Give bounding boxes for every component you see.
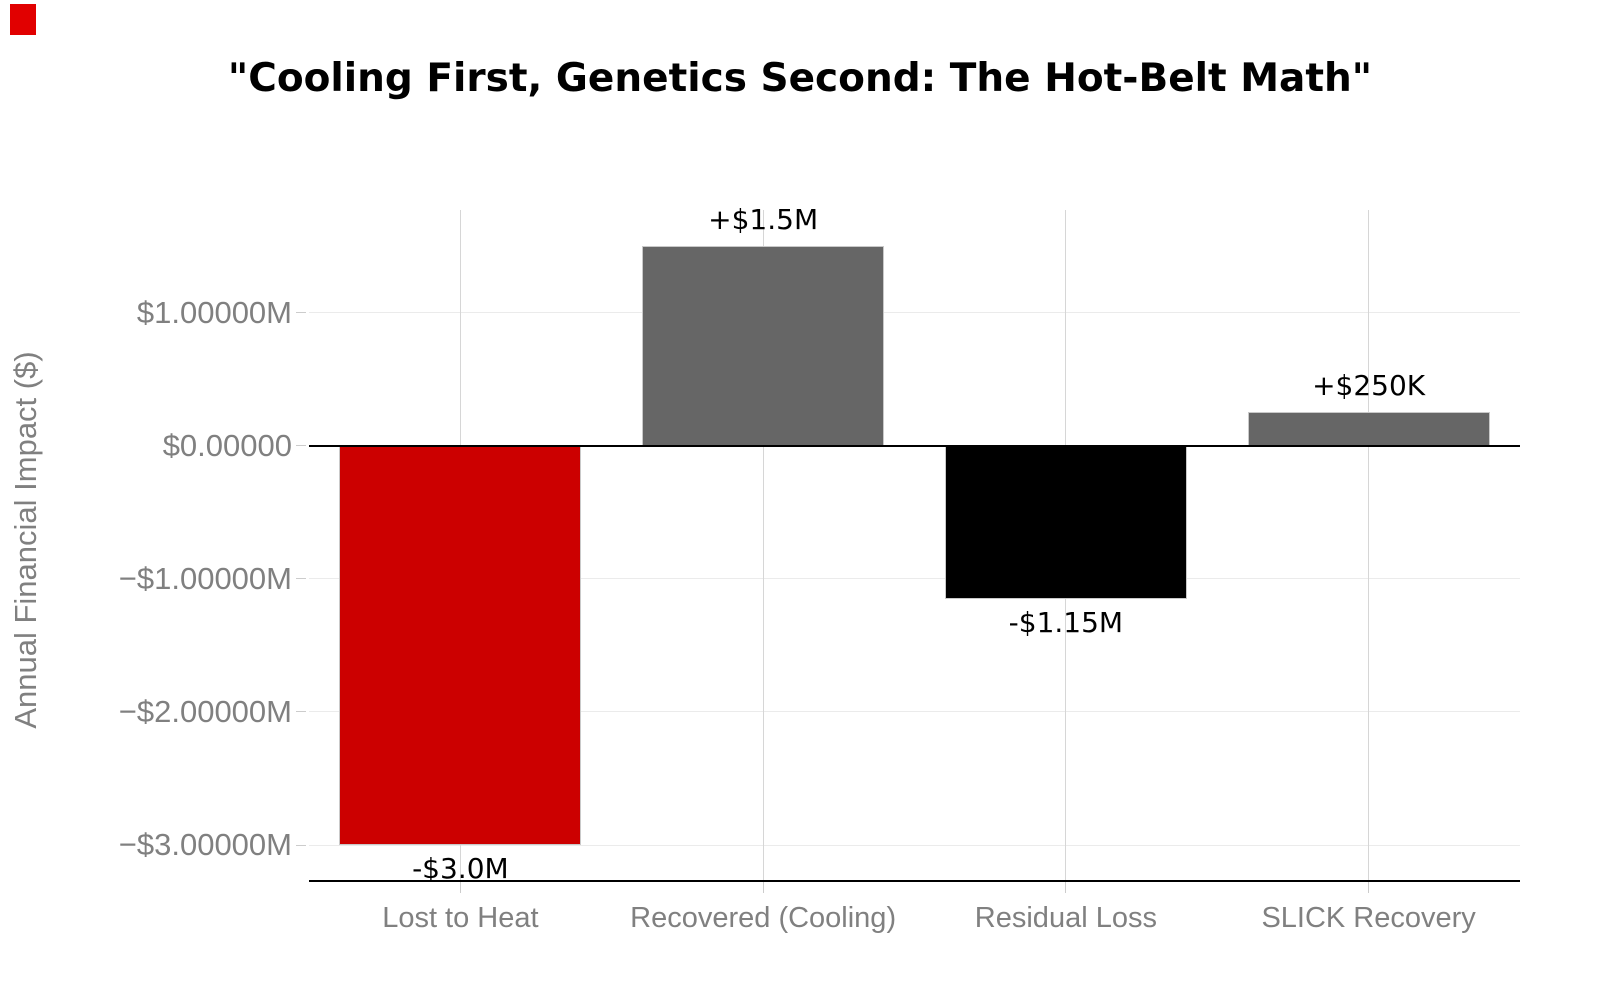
v-gridline (1368, 210, 1370, 881)
h-gridline (309, 578, 1520, 580)
y-tick-label: $0.00000 (162, 427, 292, 463)
zero-line (309, 444, 1520, 447)
y-tick-label: −$1.00000M (118, 560, 292, 596)
h-gridline (309, 711, 1520, 713)
x-tick-label: Lost to Heat (382, 902, 539, 934)
y-tick-mark (296, 578, 306, 580)
x-tick-mark (1065, 882, 1067, 893)
bar-value-label: +$250K (1312, 369, 1426, 403)
x-tick-mark (459, 882, 461, 893)
red-marker (10, 4, 36, 35)
bar (1247, 412, 1490, 446)
x-tick-label: SLICK Recovery (1261, 902, 1476, 934)
x-axis-spine (309, 880, 1520, 882)
chart-title: "Cooling First, Genetics Second: The Hot… (227, 56, 1373, 101)
x-tick-label: Residual Loss (974, 902, 1157, 934)
y-tick-mark (296, 844, 306, 846)
y-axis-title: Annual Financial Impact ($) (8, 351, 43, 729)
h-gridline (309, 312, 1520, 313)
bar (642, 245, 885, 446)
v-gridline (762, 210, 764, 881)
y-tick-mark (296, 711, 306, 713)
x-tick-label: Recovered (Cooling) (630, 902, 897, 934)
bar (339, 445, 582, 846)
h-gridline (309, 844, 1520, 846)
x-tick-mark (1368, 882, 1370, 893)
y-tick-mark (296, 445, 306, 447)
y-tick-mark (296, 312, 306, 313)
y-tick-label: −$2.00000M (118, 693, 292, 729)
y-tick-label: −$3.00000M (118, 827, 292, 863)
bar-value-label: -$1.15M (1008, 605, 1124, 639)
y-tick-label: $1.00000M (136, 294, 292, 330)
bar-value-label: +$1.5M (708, 202, 819, 236)
bar-value-label: -$3.0M (412, 852, 509, 886)
bar (944, 445, 1187, 599)
x-tick-mark (762, 882, 764, 893)
